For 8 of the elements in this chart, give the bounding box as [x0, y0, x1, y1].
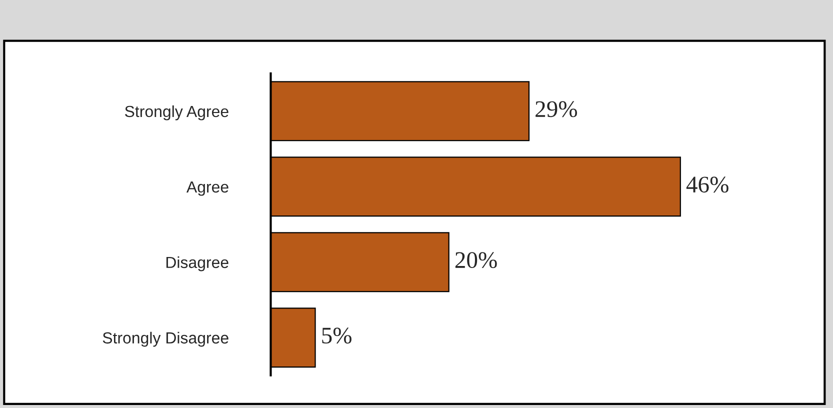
data-label: 5%: [322, 328, 352, 344]
y-tick-label: Strongly Disagree: [102, 332, 228, 347]
data-label: 46%: [686, 176, 728, 193]
y-tick-label: Disagree: [166, 256, 228, 272]
data-label: 29%: [536, 101, 578, 118]
data-label: 20%: [455, 252, 497, 268]
y-tick-label: Agree: [186, 181, 228, 196]
y-tick-label: Strongly Agree: [125, 105, 228, 120]
